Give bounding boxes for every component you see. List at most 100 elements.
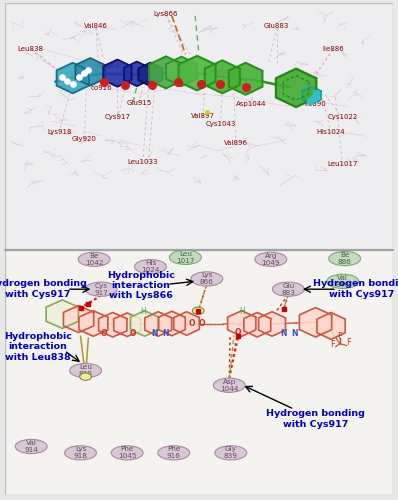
Polygon shape bbox=[57, 63, 89, 94]
Ellipse shape bbox=[70, 364, 101, 378]
Polygon shape bbox=[179, 56, 216, 90]
Ellipse shape bbox=[215, 446, 247, 460]
Ellipse shape bbox=[64, 446, 96, 460]
Ellipse shape bbox=[170, 250, 201, 264]
Text: Val
846: Val 846 bbox=[336, 275, 350, 288]
Text: Hydrogen bonding
with Cys917: Hydrogen bonding with Cys917 bbox=[0, 280, 87, 299]
Ellipse shape bbox=[255, 252, 287, 266]
Text: Hydrophobic
interaction
with Leu838: Hydrophobic interaction with Leu838 bbox=[4, 332, 72, 362]
Text: Asp1044: Asp1044 bbox=[236, 101, 267, 107]
Text: Val
914: Val 914 bbox=[24, 440, 38, 453]
Ellipse shape bbox=[327, 274, 359, 288]
Text: Gly
839: Gly 839 bbox=[224, 446, 238, 460]
Text: Leu838: Leu838 bbox=[17, 46, 43, 52]
Polygon shape bbox=[79, 311, 108, 336]
Ellipse shape bbox=[15, 440, 47, 454]
Text: O: O bbox=[199, 320, 205, 328]
Text: Phe1045: Phe1045 bbox=[209, 69, 240, 75]
Text: Cys1022: Cys1022 bbox=[328, 114, 358, 120]
Text: Leu1017: Leu1017 bbox=[328, 161, 358, 167]
Text: Ile886: Ile886 bbox=[322, 46, 344, 52]
Text: F: F bbox=[346, 338, 351, 347]
Polygon shape bbox=[174, 312, 199, 336]
Text: Phe
916: Phe 916 bbox=[167, 446, 181, 460]
Text: H: H bbox=[140, 306, 146, 316]
Text: N: N bbox=[281, 329, 287, 338]
Polygon shape bbox=[229, 63, 262, 95]
Text: Glu883: Glu883 bbox=[264, 24, 289, 30]
Text: Be
1042: Be 1042 bbox=[85, 253, 103, 266]
Ellipse shape bbox=[191, 272, 223, 286]
Text: O: O bbox=[130, 329, 136, 338]
Text: Cys1043: Cys1043 bbox=[205, 120, 236, 126]
Polygon shape bbox=[139, 62, 162, 86]
Text: F: F bbox=[331, 340, 336, 349]
Text: Ile890: Ile890 bbox=[304, 101, 326, 107]
Ellipse shape bbox=[272, 282, 304, 296]
Polygon shape bbox=[114, 313, 140, 336]
Text: O: O bbox=[189, 320, 195, 328]
Polygon shape bbox=[99, 312, 127, 337]
Polygon shape bbox=[244, 312, 271, 337]
Ellipse shape bbox=[158, 446, 190, 460]
Polygon shape bbox=[145, 312, 172, 336]
Text: N: N bbox=[163, 329, 169, 338]
Text: Cys917: Cys917 bbox=[104, 114, 131, 120]
Text: Lys866: Lys866 bbox=[154, 11, 178, 17]
Text: Lys918: Lys918 bbox=[47, 129, 71, 135]
Text: O: O bbox=[101, 329, 107, 338]
Text: H: H bbox=[239, 307, 245, 316]
Text: Hydrophobic
interaction
with Lys866: Hydrophobic interaction with Lys866 bbox=[107, 270, 175, 300]
Text: Be
886: Be 886 bbox=[338, 252, 351, 265]
Ellipse shape bbox=[78, 252, 110, 266]
Polygon shape bbox=[302, 86, 321, 104]
Text: His1024: His1024 bbox=[317, 129, 345, 135]
Text: Hydrogen bonding
with Cys917: Hydrogen bonding with Cys917 bbox=[313, 280, 398, 299]
Text: Arg
1049: Arg 1049 bbox=[261, 253, 280, 266]
Text: Leu
838: Leu 838 bbox=[79, 364, 92, 377]
Polygon shape bbox=[259, 312, 285, 336]
Text: Glu
883: Glu 883 bbox=[281, 282, 295, 296]
Text: F: F bbox=[337, 332, 342, 342]
Text: Val846: Val846 bbox=[84, 24, 108, 30]
Polygon shape bbox=[317, 312, 345, 340]
Polygon shape bbox=[76, 58, 105, 86]
Polygon shape bbox=[131, 311, 159, 336]
Polygon shape bbox=[276, 68, 316, 107]
Text: N: N bbox=[291, 329, 297, 338]
Text: Val896: Val896 bbox=[224, 140, 248, 146]
Text: Lys
866: Lys 866 bbox=[200, 272, 214, 285]
Text: Gly920: Gly920 bbox=[72, 136, 97, 142]
Polygon shape bbox=[124, 62, 150, 86]
Ellipse shape bbox=[85, 282, 117, 296]
Text: His
1024: His 1024 bbox=[141, 260, 160, 273]
Polygon shape bbox=[228, 311, 256, 336]
Polygon shape bbox=[103, 60, 132, 86]
Text: Glu915: Glu915 bbox=[126, 100, 151, 105]
Ellipse shape bbox=[329, 252, 361, 266]
Text: Ala864: Ala864 bbox=[96, 62, 120, 68]
Ellipse shape bbox=[213, 378, 245, 392]
Text: O: O bbox=[234, 328, 241, 336]
Text: Leu
1017: Leu 1017 bbox=[176, 251, 195, 264]
Polygon shape bbox=[158, 311, 185, 336]
Text: Lys
918: Lys 918 bbox=[74, 446, 88, 460]
Text: Leu1033: Leu1033 bbox=[127, 158, 158, 164]
Text: Cys
917: Cys 917 bbox=[94, 282, 108, 296]
Text: Asp
1044: Asp 1044 bbox=[220, 378, 238, 392]
Polygon shape bbox=[46, 300, 78, 328]
Text: Val897: Val897 bbox=[191, 113, 215, 119]
Polygon shape bbox=[149, 56, 183, 88]
Circle shape bbox=[80, 373, 92, 380]
Polygon shape bbox=[299, 308, 332, 337]
Text: N: N bbox=[151, 330, 158, 338]
Ellipse shape bbox=[135, 260, 166, 274]
Polygon shape bbox=[205, 60, 240, 94]
Text: co916: co916 bbox=[91, 85, 113, 91]
Text: Hydrogen bonding
with Cys917: Hydrogen bonding with Cys917 bbox=[266, 410, 365, 428]
Circle shape bbox=[192, 307, 204, 314]
Text: Phe
1045: Phe 1045 bbox=[118, 446, 137, 460]
Text: F: F bbox=[339, 338, 343, 344]
Polygon shape bbox=[166, 56, 197, 86]
Polygon shape bbox=[63, 306, 94, 332]
